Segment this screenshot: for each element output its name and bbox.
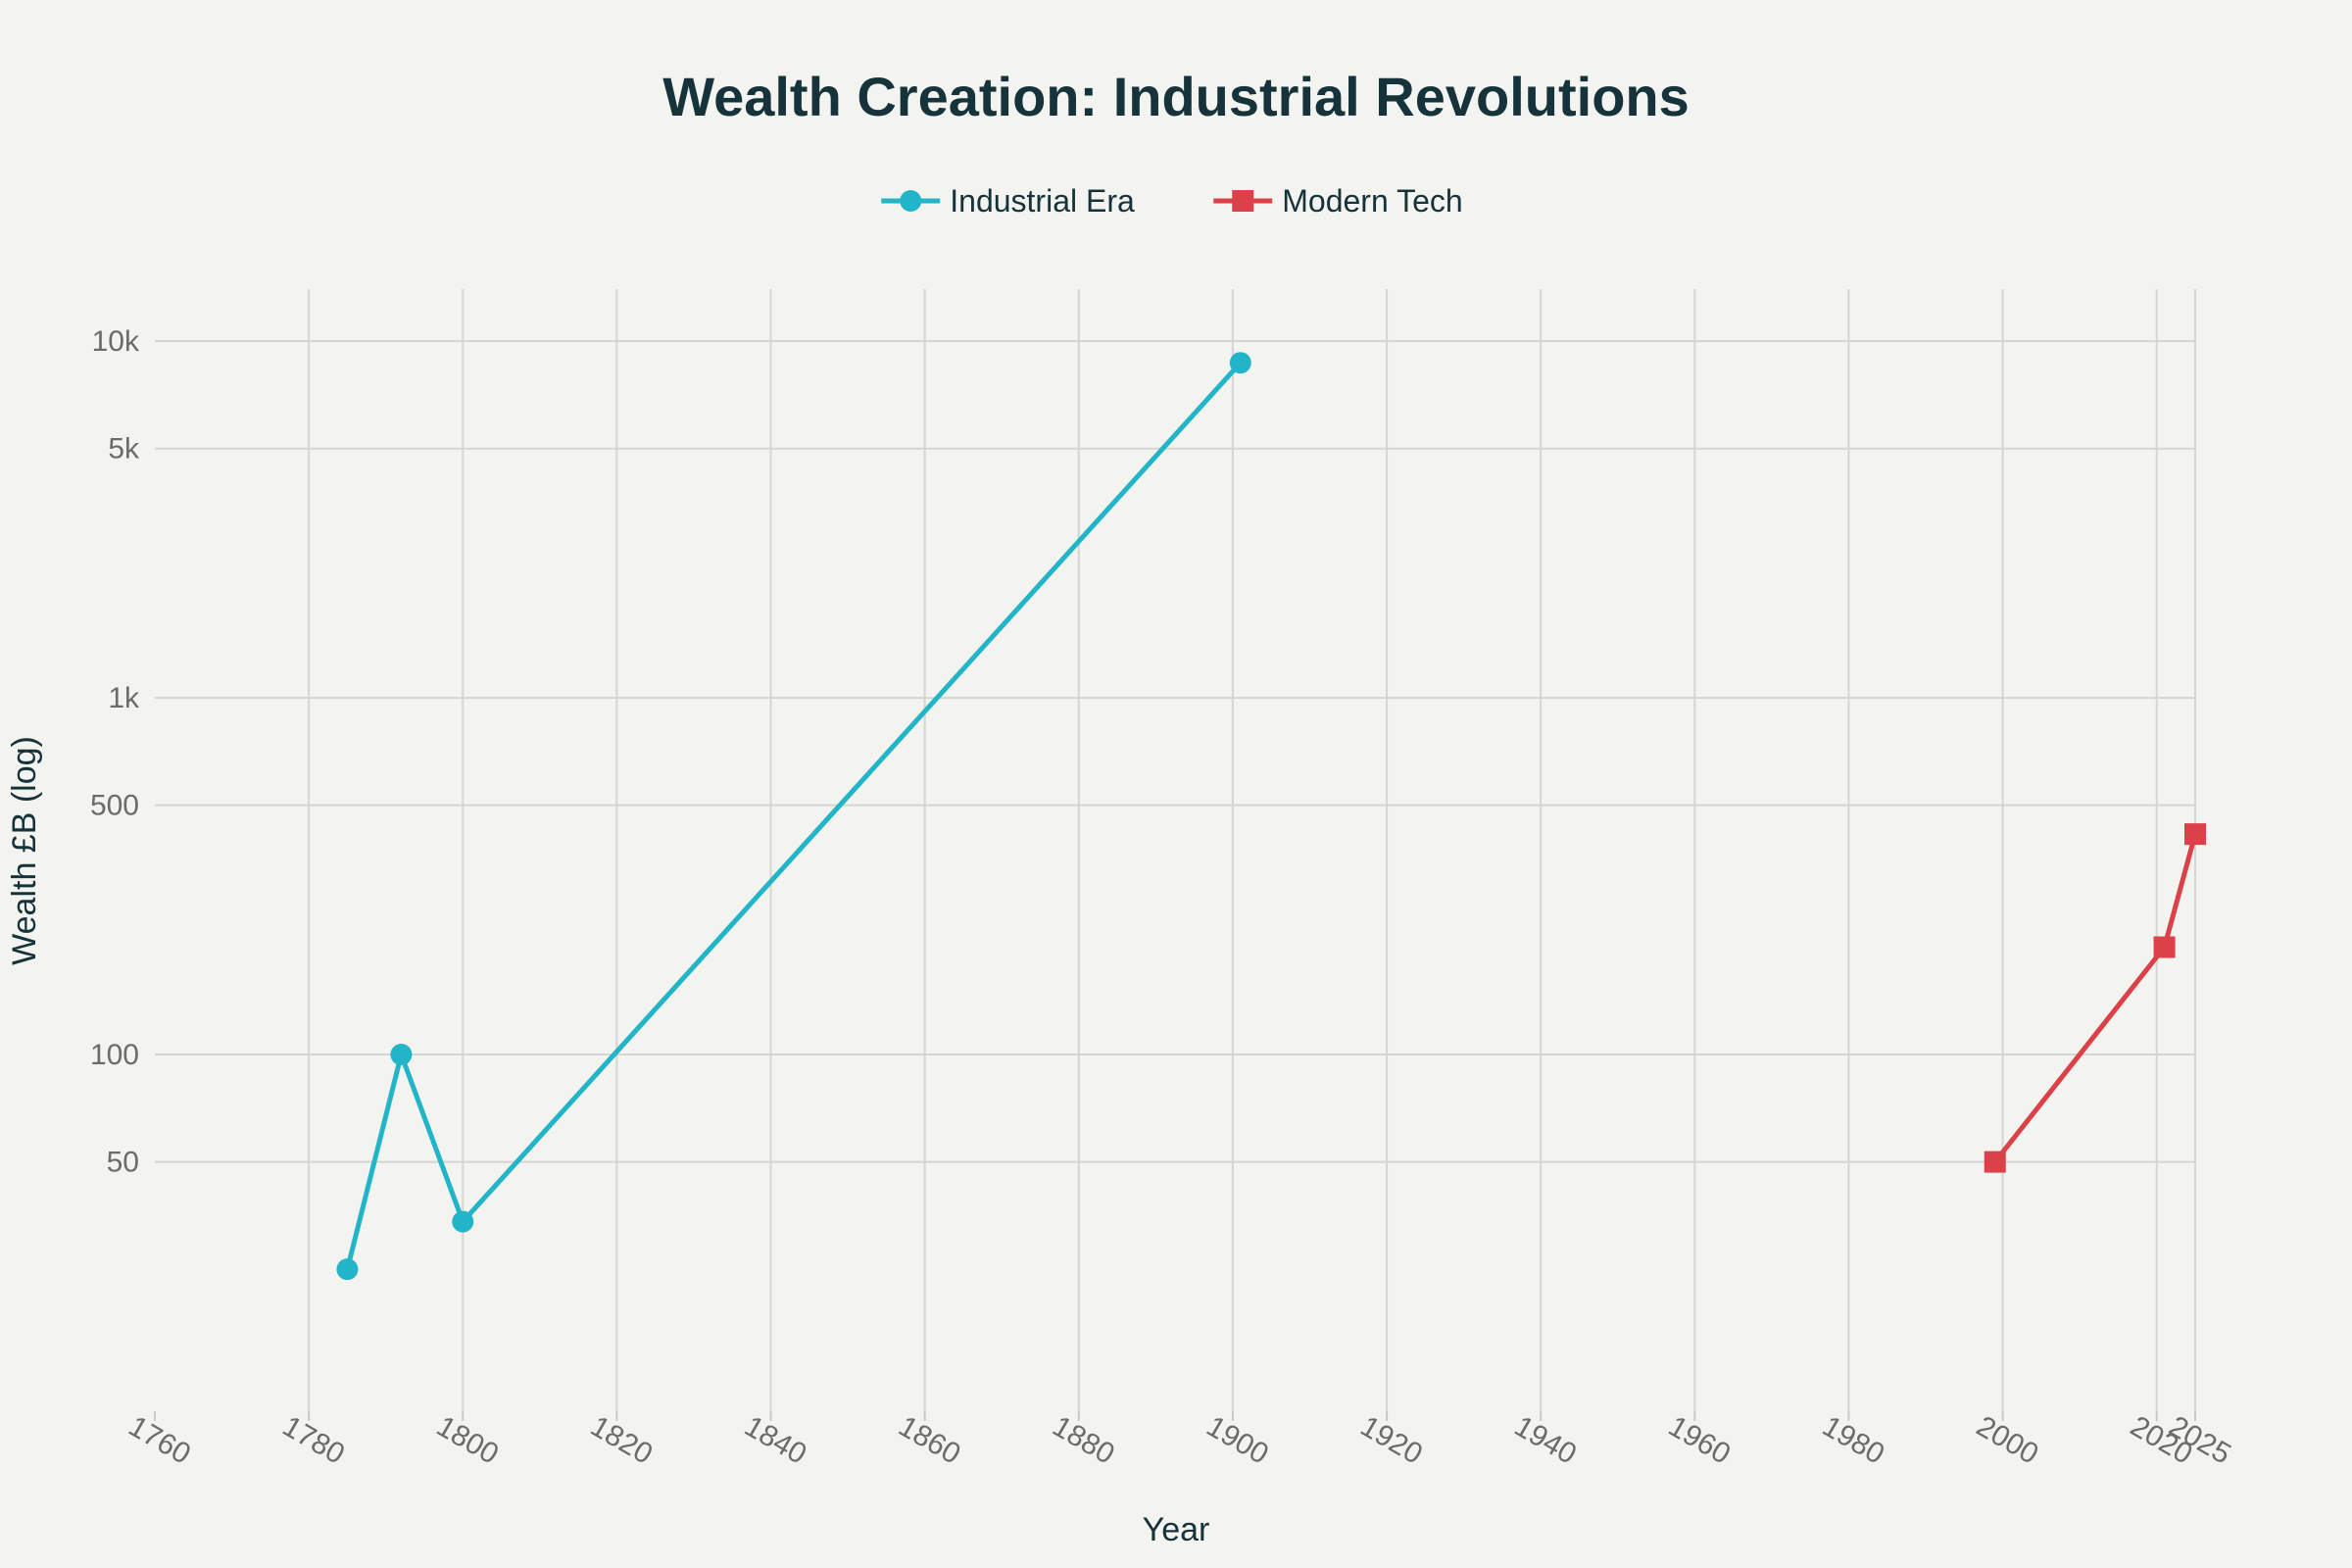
x-tick-label: 1760 [123, 1410, 196, 1471]
data-point [390, 1044, 413, 1066]
data-point [336, 1258, 359, 1281]
y-tick-label: 50 [107, 1147, 139, 1179]
data-point [1229, 352, 1251, 374]
series-modern-tech [1984, 823, 2206, 1173]
legend-item[interactable]: Modern Tech [1213, 183, 1463, 219]
series-line [1992, 833, 2198, 1164]
x-tick-label: 2000 [1971, 1410, 2043, 1471]
legend-label: Industrial Era [950, 183, 1135, 219]
data-point [1984, 1151, 2006, 1173]
x-tick-label: 1880 [1047, 1410, 1119, 1471]
legend-marker [1232, 190, 1254, 212]
legend: Industrial Era Modern Tech [881, 183, 1463, 219]
series-line [344, 361, 1243, 1270]
y-axis-title: Wealth £B (log) [6, 736, 43, 965]
grid [155, 289, 2196, 1411]
legend-item[interactable]: Industrial Era [881, 183, 1135, 219]
x-tick-label: 1920 [1355, 1410, 1428, 1471]
x-tick-label: 1900 [1201, 1410, 1274, 1471]
x-tick-label: 1960 [1663, 1410, 1736, 1471]
x-tick-label: 1860 [893, 1410, 965, 1471]
x-tick-label: 1800 [431, 1410, 504, 1471]
y-axis: 50 100 500 1k 5k 10k [90, 325, 140, 1178]
x-axis: 1760 1780 1800 1820 1840 1860 1880 1900 1920 1940… [123, 1410, 2236, 1471]
data-point [2153, 936, 2176, 958]
y-tick-label: 100 [90, 1039, 139, 1071]
legend-label: Modern Tech [1282, 183, 1462, 219]
series-layer [336, 352, 2206, 1281]
y-tick-label: 1k [108, 682, 140, 714]
y-tick-label: 5k [108, 433, 140, 466]
series-industrial-era [336, 352, 1251, 1281]
data-point [2184, 823, 2206, 846]
data-point [452, 1210, 474, 1233]
x-axis-title: Year [1143, 1511, 1210, 1548]
x-tick-label: 1820 [585, 1410, 658, 1471]
x-tick-label: 1940 [1509, 1410, 1582, 1471]
chart-title: Wealth Creation: Industrial Revolutions [662, 66, 1690, 127]
legend-marker [900, 190, 922, 212]
y-tick-label: 10k [92, 325, 140, 358]
x-tick-label: 1840 [739, 1410, 811, 1471]
x-tick-label: 1780 [277, 1410, 350, 1471]
y-tick-label: 500 [90, 790, 139, 822]
x-tick-label: 1980 [1817, 1410, 1889, 1471]
